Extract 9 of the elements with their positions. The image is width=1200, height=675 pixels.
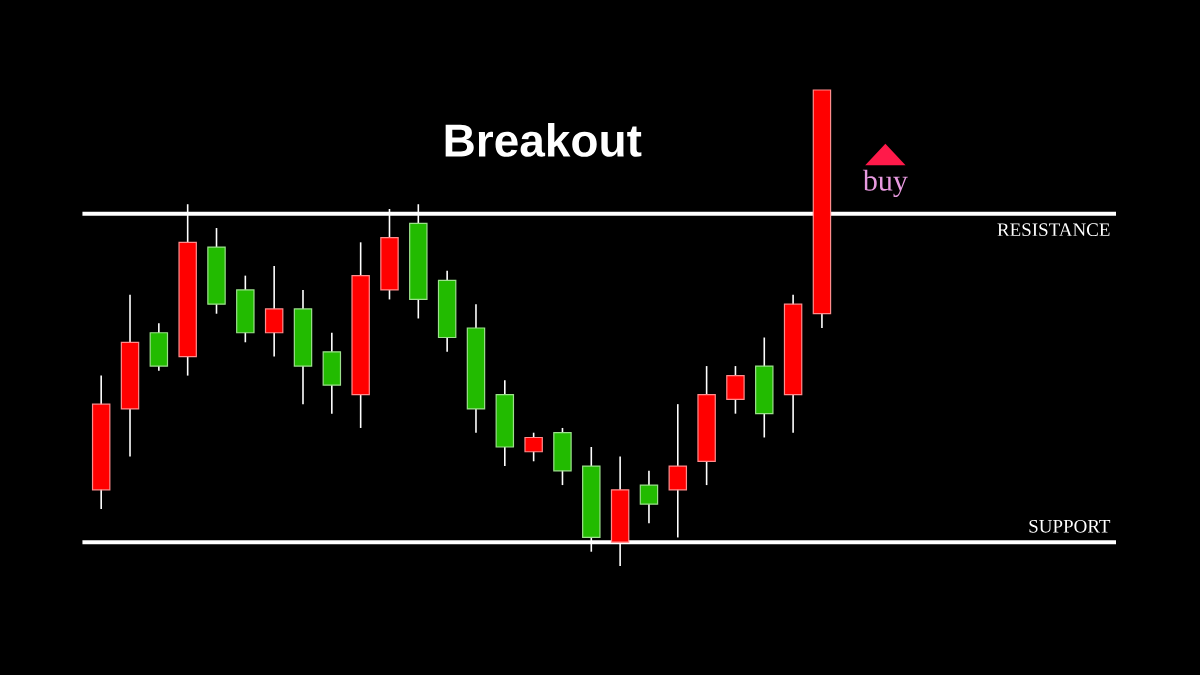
ref-line-label: RESISTANCE xyxy=(997,223,1110,237)
ref-line-label: SUPPORT xyxy=(1029,519,1111,533)
text: buy xyxy=(862,169,908,197)
candlestick xyxy=(264,265,284,358)
candlestick xyxy=(639,470,659,524)
text: Breakout xyxy=(445,123,642,157)
candlestick xyxy=(524,431,543,463)
candlestick xyxy=(726,365,745,415)
candlestick xyxy=(668,403,688,539)
